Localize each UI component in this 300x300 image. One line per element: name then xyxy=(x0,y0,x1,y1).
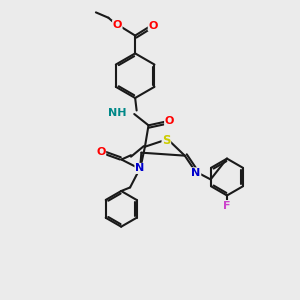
Text: O: O xyxy=(165,116,174,126)
Text: N: N xyxy=(191,168,201,178)
Text: O: O xyxy=(96,147,106,158)
Text: NH: NH xyxy=(108,108,127,118)
Text: O: O xyxy=(112,20,122,31)
Text: F: F xyxy=(223,201,231,211)
Text: N: N xyxy=(135,164,144,173)
Text: S: S xyxy=(162,134,171,147)
Text: O: O xyxy=(148,21,158,31)
